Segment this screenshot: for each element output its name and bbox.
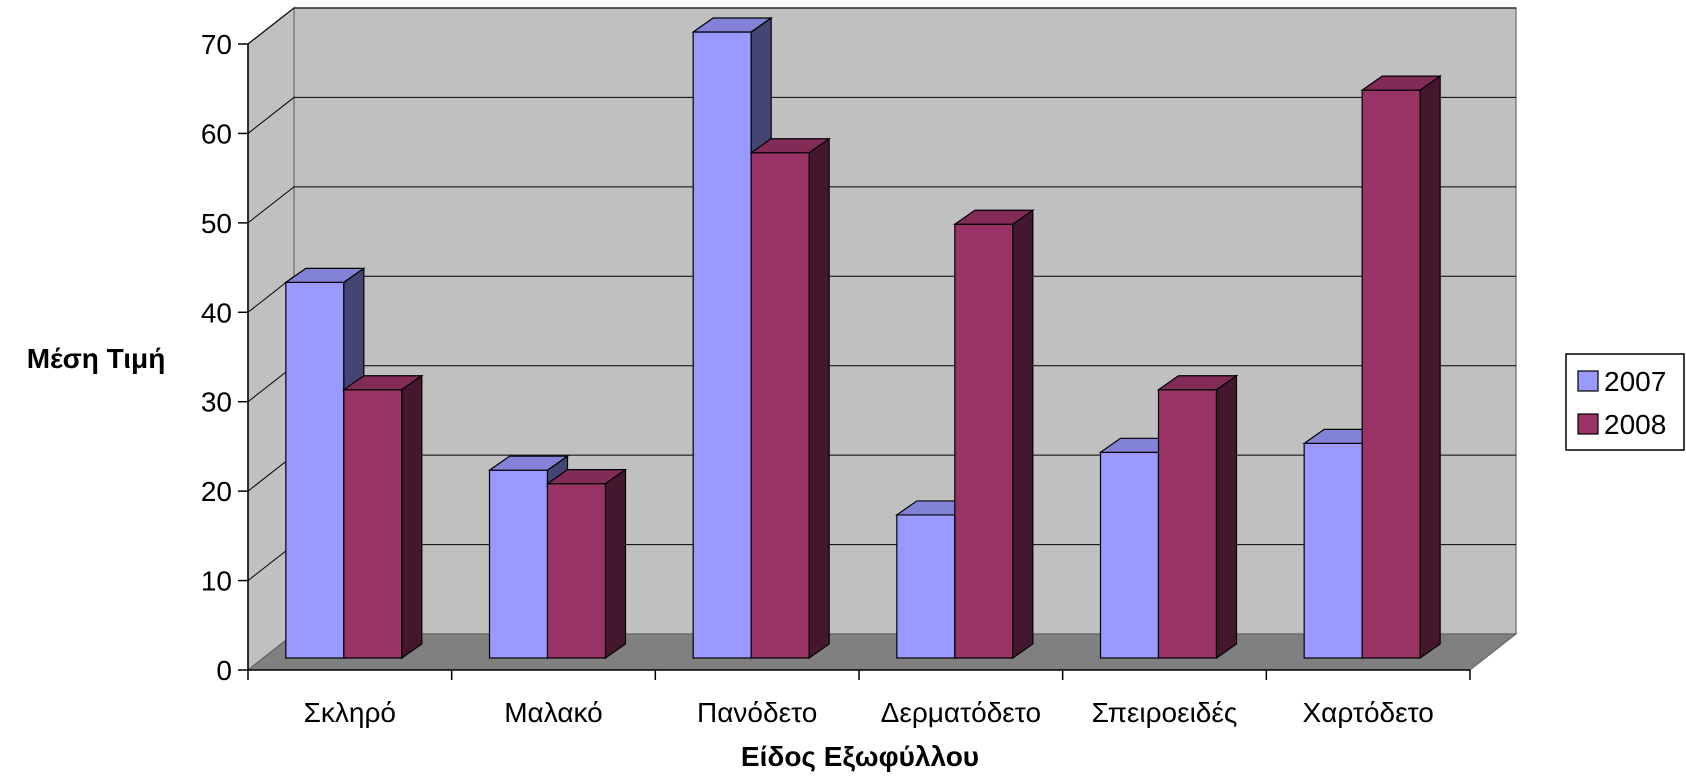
gridline bbox=[247, 7, 1516, 45]
bar-front bbox=[285, 281, 345, 659]
bar-2008-Χαρτόδετο bbox=[1360, 74, 1443, 660]
legend: 2007 2008 bbox=[1565, 353, 1685, 451]
bar-front bbox=[546, 483, 607, 659]
category-labels: Σκληρό Μαλακό Πανόδετο Δερματόδετο Σπειροειδ… bbox=[304, 697, 1434, 728]
gridline bbox=[247, 96, 1516, 134]
bar-side bbox=[401, 374, 423, 660]
x-tick-label: Σκληρό bbox=[304, 697, 396, 728]
y-tick-label: 20 bbox=[201, 476, 232, 507]
x-tick-label: Σπειροειδές bbox=[1092, 697, 1238, 728]
bar-side bbox=[1215, 374, 1238, 660]
legend-label-2008: 2008 bbox=[1604, 409, 1666, 440]
y-tick-label: 10 bbox=[201, 566, 232, 597]
bar-front bbox=[1303, 442, 1363, 659]
bar-front bbox=[488, 469, 549, 659]
y-tick-label: 60 bbox=[201, 118, 232, 149]
axes bbox=[238, 43, 1471, 680]
bar-front bbox=[343, 389, 403, 659]
bar-side bbox=[1012, 209, 1034, 660]
legend-swatch-2007 bbox=[1577, 370, 1599, 392]
legend-label-2007: 2007 bbox=[1604, 366, 1666, 397]
legend-swatch-2008 bbox=[1577, 413, 1599, 435]
bar-front bbox=[1157, 389, 1218, 659]
x-tick-label: Δερματόδετο bbox=[881, 697, 1041, 728]
bar-2008-Σπειροειδές bbox=[1156, 374, 1239, 660]
bar-side bbox=[1419, 74, 1441, 660]
bar-front bbox=[1361, 89, 1421, 659]
y-tick-labels: 0 10 20 30 40 50 60 70 bbox=[201, 29, 232, 686]
y-axis-title: Μέση Τιμή bbox=[27, 343, 166, 374]
y-tick-label: 70 bbox=[201, 29, 232, 60]
bar-2008-Σκληρό bbox=[341, 374, 424, 660]
bar-2008-Μαλακό bbox=[545, 468, 628, 660]
bar-2008-Δερματόδετο bbox=[952, 209, 1035, 660]
gridline bbox=[247, 186, 1516, 224]
x-axis-title: Είδος Εξωφύλλου bbox=[741, 741, 979, 772]
bar-2008-Πανόδετο bbox=[749, 137, 832, 660]
bar-front bbox=[1099, 451, 1160, 659]
bar-front bbox=[750, 152, 810, 659]
y-tick-label: 50 bbox=[201, 208, 232, 239]
bar-front bbox=[896, 514, 956, 659]
bar-side bbox=[604, 468, 627, 660]
x-tick-label: Πανόδετο bbox=[697, 697, 817, 728]
y-tick-label: 0 bbox=[216, 655, 232, 686]
x-tick-label: Χαρτόδετο bbox=[1302, 697, 1433, 728]
bars bbox=[283, 16, 1443, 660]
bar-side bbox=[808, 137, 830, 660]
bar-front bbox=[954, 223, 1014, 659]
y-tick-label: 40 bbox=[201, 297, 232, 328]
y-tick-label: 30 bbox=[201, 387, 232, 418]
x-tick-label: Μαλακό bbox=[504, 697, 603, 728]
bar-front bbox=[692, 31, 752, 659]
